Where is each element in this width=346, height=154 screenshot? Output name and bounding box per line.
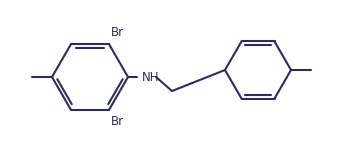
Text: Br: Br [111, 115, 124, 128]
Text: Br: Br [111, 26, 124, 39]
Text: NH: NH [142, 71, 160, 83]
